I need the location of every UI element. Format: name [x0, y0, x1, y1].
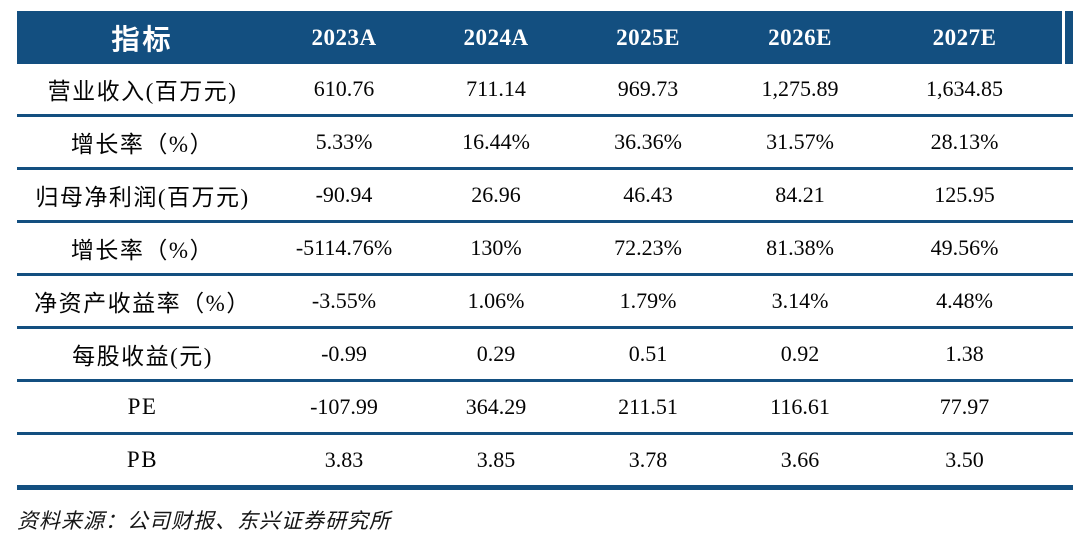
- cell-value: -107.99: [268, 380, 420, 435]
- table-row-pe: PE -107.99 364.29 211.51 116.61 77.97: [17, 380, 1073, 435]
- header-cell-2024a: 2024A: [420, 11, 572, 64]
- cell-value: 1.38: [876, 327, 1073, 382]
- financial-metrics-table: 指标 2023A 2024A 2025E 2026E 2027E 营业收入(百万…: [17, 11, 1073, 490]
- cell-value: 16.44%: [420, 115, 572, 170]
- header-notch-divider: [1062, 11, 1065, 64]
- table-row-roe: 净资产收益率（%） -3.55% 1.06% 1.79% 3.14% 4.48%: [17, 274, 1073, 329]
- cell-value: 81.38%: [724, 221, 876, 276]
- cell-value: 0.51: [572, 327, 724, 382]
- row-label: PB: [17, 433, 268, 490]
- cell-value: 1.79%: [572, 274, 724, 329]
- cell-value: -90.94: [268, 168, 420, 223]
- cell-value: -0.99: [268, 327, 420, 382]
- table-body: 营业收入(百万元) 610.76 711.14 969.73 1,275.89 …: [17, 64, 1073, 490]
- row-label: PE: [17, 380, 268, 435]
- cell-value: 4.48%: [876, 274, 1073, 329]
- header-cell-metric: 指标: [17, 11, 268, 64]
- cell-value: 3.50: [876, 433, 1073, 490]
- row-label: 每股收益(元): [17, 327, 268, 382]
- row-label: 增长率（%）: [17, 221, 268, 276]
- cell-value: -5114.76%: [268, 221, 420, 276]
- cell-value: 49.56%: [876, 221, 1073, 276]
- header-cell-2027e: 2027E: [876, 11, 1073, 64]
- cell-value: 1,275.89: [724, 64, 876, 117]
- cell-value: 3.14%: [724, 274, 876, 329]
- header-row: 指标 2023A 2024A 2025E 2026E 2027E: [17, 11, 1073, 64]
- row-label: 增长率（%）: [17, 115, 268, 170]
- cell-value: 1.06%: [420, 274, 572, 329]
- cell-value: 28.13%: [876, 115, 1073, 170]
- cell-value: 26.96: [420, 168, 572, 223]
- cell-value: 3.85: [420, 433, 572, 490]
- cell-value: -3.55%: [268, 274, 420, 329]
- table-row-pb: PB 3.83 3.85 3.78 3.66 3.50: [17, 433, 1073, 490]
- cell-value: 3.66: [724, 433, 876, 490]
- cell-value: 72.23%: [572, 221, 724, 276]
- table-header: 指标 2023A 2024A 2025E 2026E 2027E: [17, 11, 1073, 64]
- cell-value: 969.73: [572, 64, 724, 117]
- cell-value: 0.92: [724, 327, 876, 382]
- row-label: 归母净利润(百万元): [17, 168, 268, 223]
- cell-value: 364.29: [420, 380, 572, 435]
- cell-value: 84.21: [724, 168, 876, 223]
- header-cell-2023a: 2023A: [268, 11, 420, 64]
- cell-value: 77.97: [876, 380, 1073, 435]
- table-row-revenue: 营业收入(百万元) 610.76 711.14 969.73 1,275.89 …: [17, 64, 1073, 117]
- table-row-eps: 每股收益(元) -0.99 0.29 0.51 0.92 1.38: [17, 327, 1073, 382]
- header-cell-2027e-label: 2027E: [932, 24, 997, 50]
- cell-value: 1,634.85: [876, 64, 1073, 117]
- cell-value: 211.51: [572, 380, 724, 435]
- table-row-revenue-growth: 增长率（%） 5.33% 16.44% 36.36% 31.57% 28.13%: [17, 115, 1073, 170]
- cell-value: 125.95: [876, 168, 1073, 223]
- table-row-net-profit: 归母净利润(百万元) -90.94 26.96 46.43 84.21 125.…: [17, 168, 1073, 223]
- row-label: 净资产收益率（%）: [17, 274, 268, 329]
- row-label: 营业收入(百万元): [17, 64, 268, 117]
- source-note: 资料来源：公司财报、东兴证券研究所: [17, 509, 391, 533]
- cell-value: 711.14: [420, 64, 572, 117]
- cell-value: 610.76: [268, 64, 420, 117]
- header-cell-2025e: 2025E: [572, 11, 724, 64]
- cell-value: 0.29: [420, 327, 572, 382]
- cell-value: 46.43: [572, 168, 724, 223]
- cell-value: 31.57%: [724, 115, 876, 170]
- cell-value: 5.33%: [268, 115, 420, 170]
- cell-value: 36.36%: [572, 115, 724, 170]
- cell-value: 130%: [420, 221, 572, 276]
- header-cell-2026e: 2026E: [724, 11, 876, 64]
- cell-value: 3.83: [268, 433, 420, 490]
- cell-value: 3.78: [572, 433, 724, 490]
- table-row-profit-growth: 增长率（%） -5114.76% 130% 72.23% 81.38% 49.5…: [17, 221, 1073, 276]
- cell-value: 116.61: [724, 380, 876, 435]
